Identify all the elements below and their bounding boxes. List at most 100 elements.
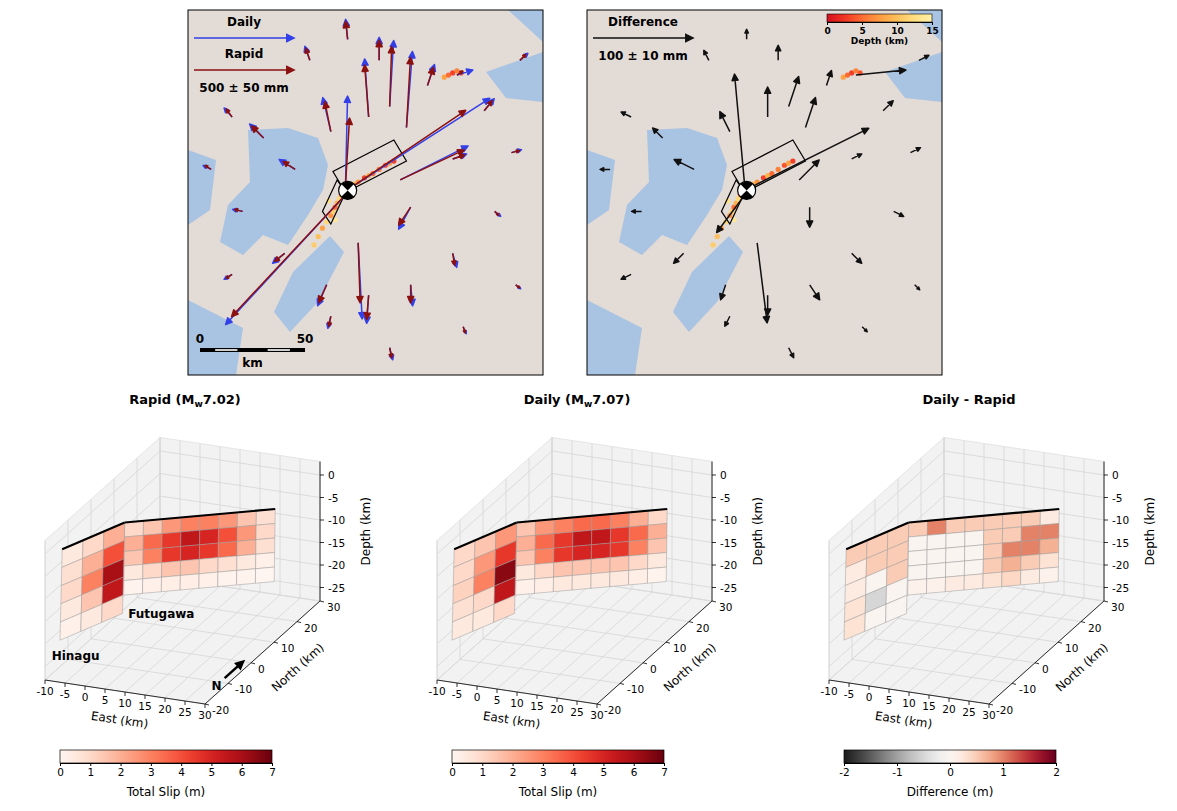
slip-panel: Rapid (Mw7.02)-10-5051015202530-20-10010… bbox=[36, 392, 373, 799]
tick-label: -15 bbox=[328, 537, 345, 549]
slip-cell bbox=[256, 538, 275, 554]
displacement-arrow bbox=[389, 348, 393, 360]
slip-cell bbox=[60, 613, 81, 640]
tick-mark bbox=[320, 565, 324, 566]
displacement-arrow bbox=[406, 51, 415, 127]
slip-cell bbox=[908, 579, 927, 595]
scale-bar-segment bbox=[268, 349, 290, 351]
slip-cell bbox=[648, 538, 667, 554]
slip-cell bbox=[629, 540, 648, 556]
tick-mark bbox=[320, 475, 324, 476]
panel-title: Daily - Rapid bbox=[922, 392, 1015, 407]
tick-label: 30 bbox=[327, 601, 340, 613]
tick-label: 10 bbox=[281, 642, 294, 654]
tick-mark bbox=[1104, 565, 1108, 566]
slip-cell bbox=[983, 558, 1002, 574]
tick: 2 bbox=[510, 763, 517, 778]
tick-label: -10 bbox=[428, 685, 445, 697]
colorbar bbox=[827, 14, 932, 22]
fault-trace bbox=[517, 509, 668, 523]
displacement-arrow bbox=[224, 274, 232, 279]
grid-line bbox=[852, 659, 1012, 683]
sea bbox=[885, 52, 942, 102]
displacement-arrow bbox=[807, 207, 813, 227]
displacement-arrow bbox=[720, 285, 726, 300]
tick: 0 bbox=[947, 763, 954, 778]
displacement-arrow bbox=[732, 74, 744, 184]
slip-cell bbox=[629, 569, 648, 585]
legend-label: Daily bbox=[227, 15, 261, 29]
grid-line bbox=[437, 541, 438, 681]
tick: 1 bbox=[479, 763, 486, 778]
displacement-arrow bbox=[328, 316, 331, 326]
slip-cell bbox=[1002, 556, 1021, 572]
tick-mark bbox=[45, 680, 46, 684]
grid-line bbox=[280, 456, 281, 596]
slip-cell bbox=[1040, 553, 1059, 569]
slip-cell bbox=[610, 556, 629, 572]
tick: 3 bbox=[148, 763, 155, 778]
tick-mark bbox=[65, 683, 66, 687]
legend-label: Rapid bbox=[225, 47, 264, 61]
tick-label: 5 bbox=[102, 694, 109, 706]
slip-cell bbox=[610, 541, 629, 557]
slip-cell bbox=[591, 558, 610, 574]
slip-panel: Daily (Mw7.07)-10-5051015202530-20-10010… bbox=[428, 392, 765, 799]
slip-cell bbox=[535, 563, 554, 579]
displacement-arrow bbox=[776, 45, 781, 60]
displacement-arrow bbox=[362, 59, 369, 117]
slip-cell bbox=[1039, 567, 1058, 583]
tick-mark bbox=[909, 692, 910, 696]
tick-mark bbox=[1081, 622, 1085, 623]
slip-cell bbox=[965, 530, 984, 546]
tick-mark bbox=[849, 683, 850, 687]
fault-cells bbox=[60, 509, 275, 640]
slip-cell bbox=[199, 543, 218, 559]
tick-label: 0 bbox=[57, 766, 64, 778]
slip-cell bbox=[256, 524, 275, 540]
displacement-arrow bbox=[805, 97, 816, 127]
sea bbox=[274, 236, 344, 332]
displacement-arrow bbox=[457, 71, 463, 75]
displacement-arrow bbox=[427, 65, 435, 86]
axis-line bbox=[453, 763, 665, 764]
tick-mark bbox=[228, 683, 232, 684]
fault-outline bbox=[333, 140, 407, 192]
tick: 3 bbox=[540, 763, 547, 778]
displacement-arrow bbox=[283, 161, 295, 169]
legend-arrow bbox=[194, 67, 294, 74]
slip-cell bbox=[573, 545, 592, 561]
tick-mark bbox=[1104, 475, 1108, 476]
slip-cell bbox=[180, 574, 199, 590]
tick-mark bbox=[1104, 520, 1108, 521]
slip-cell bbox=[162, 546, 181, 562]
grid-line bbox=[921, 598, 1081, 622]
figure: DailyRapid500 ± 50 mm050kmDifference100 … bbox=[0, 0, 1177, 811]
displacement-arrow bbox=[327, 316, 331, 328]
colorbar bbox=[60, 750, 272, 763]
fault-trace bbox=[909, 509, 1059, 523]
tick-label: 15 bbox=[530, 700, 543, 712]
tick-label: 30 bbox=[719, 601, 732, 613]
panel-title: Daily (Mw7.07) bbox=[524, 392, 631, 409]
slip-cell bbox=[886, 595, 907, 622]
slip-cell bbox=[629, 554, 648, 570]
grid-line bbox=[320, 462, 321, 602]
slip-cell bbox=[946, 546, 965, 562]
displacement-arrow bbox=[304, 46, 310, 60]
tick-mark bbox=[989, 704, 990, 708]
aftershock bbox=[715, 234, 720, 239]
grid-line bbox=[672, 456, 673, 596]
displacement-arrow bbox=[720, 112, 730, 132]
tick-label: 10 bbox=[891, 26, 904, 36]
tick-label: 0 bbox=[1042, 663, 1049, 675]
displacement-arrow bbox=[463, 327, 466, 334]
displacement-arrow bbox=[364, 295, 370, 319]
tick-mark bbox=[477, 686, 478, 690]
beachball-circle bbox=[339, 181, 357, 199]
slip-cell bbox=[237, 569, 256, 585]
tick-label: 0 bbox=[947, 766, 954, 778]
displacement-arrow bbox=[789, 348, 794, 358]
tick-mark bbox=[165, 698, 166, 702]
displacement-arrow bbox=[343, 19, 349, 39]
